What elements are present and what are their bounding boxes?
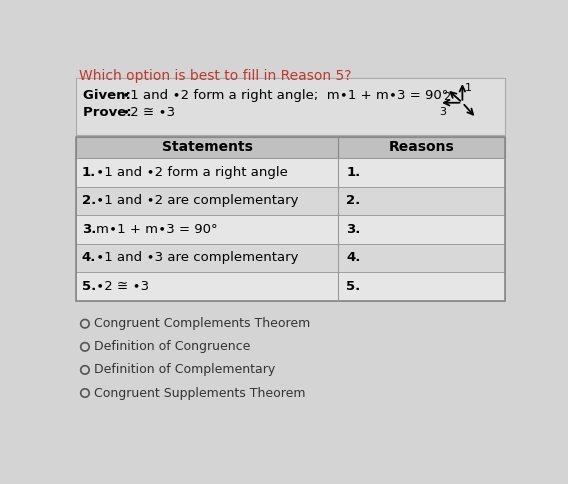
Text: Congruent Supplements Theorem: Congruent Supplements Theorem bbox=[94, 387, 306, 399]
FancyBboxPatch shape bbox=[76, 272, 505, 301]
Text: Which option is best to fill in Reason 5?: Which option is best to fill in Reason 5… bbox=[79, 69, 351, 83]
Circle shape bbox=[81, 389, 89, 397]
Circle shape bbox=[81, 366, 89, 374]
FancyBboxPatch shape bbox=[76, 78, 505, 135]
FancyBboxPatch shape bbox=[76, 187, 505, 215]
Text: 3: 3 bbox=[439, 107, 446, 117]
Circle shape bbox=[81, 319, 89, 328]
Text: 1.: 1. bbox=[82, 166, 96, 179]
Text: 1: 1 bbox=[465, 83, 471, 93]
Text: ∙1 and ∙2 form a right angle: ∙1 and ∙2 form a right angle bbox=[96, 166, 287, 179]
Text: Definition of Congruence: Definition of Congruence bbox=[94, 340, 250, 353]
Text: ∙2 ≅ ∙3: ∙2 ≅ ∙3 bbox=[96, 280, 149, 293]
Text: Congruent Complements Theorem: Congruent Complements Theorem bbox=[94, 317, 311, 330]
Text: 1.: 1. bbox=[346, 166, 360, 179]
Text: Given:: Given: bbox=[83, 89, 136, 102]
Text: 2.: 2. bbox=[82, 195, 96, 208]
FancyBboxPatch shape bbox=[76, 136, 505, 158]
Text: Definition of Complementary: Definition of Complementary bbox=[94, 363, 275, 377]
Text: 2: 2 bbox=[443, 92, 450, 102]
FancyBboxPatch shape bbox=[76, 215, 505, 243]
Text: Reasons: Reasons bbox=[389, 140, 454, 154]
FancyBboxPatch shape bbox=[76, 243, 505, 272]
Circle shape bbox=[81, 343, 89, 351]
Text: Prove:: Prove: bbox=[83, 106, 137, 119]
Text: ∙1 and ∙2 are complementary: ∙1 and ∙2 are complementary bbox=[96, 195, 298, 208]
Text: ∙2 ≅ ∙3: ∙2 ≅ ∙3 bbox=[122, 106, 176, 119]
Text: Statements: Statements bbox=[161, 140, 252, 154]
Text: 2.: 2. bbox=[346, 195, 360, 208]
Text: 5.: 5. bbox=[346, 280, 360, 293]
Text: ∙1 and ∙2 form a right angle;  m∙1 + m∙3 = 90°: ∙1 and ∙2 form a right angle; m∙1 + m∙3 … bbox=[122, 89, 449, 102]
Text: 4.: 4. bbox=[346, 251, 361, 264]
Text: 3.: 3. bbox=[82, 223, 96, 236]
FancyBboxPatch shape bbox=[76, 158, 505, 187]
Text: ∙1 and ∙3 are complementary: ∙1 and ∙3 are complementary bbox=[96, 251, 298, 264]
Text: 3.: 3. bbox=[346, 223, 361, 236]
Text: 4.: 4. bbox=[82, 251, 96, 264]
Text: m∙1 + m∙3 = 90°: m∙1 + m∙3 = 90° bbox=[96, 223, 218, 236]
Text: 5.: 5. bbox=[82, 280, 96, 293]
